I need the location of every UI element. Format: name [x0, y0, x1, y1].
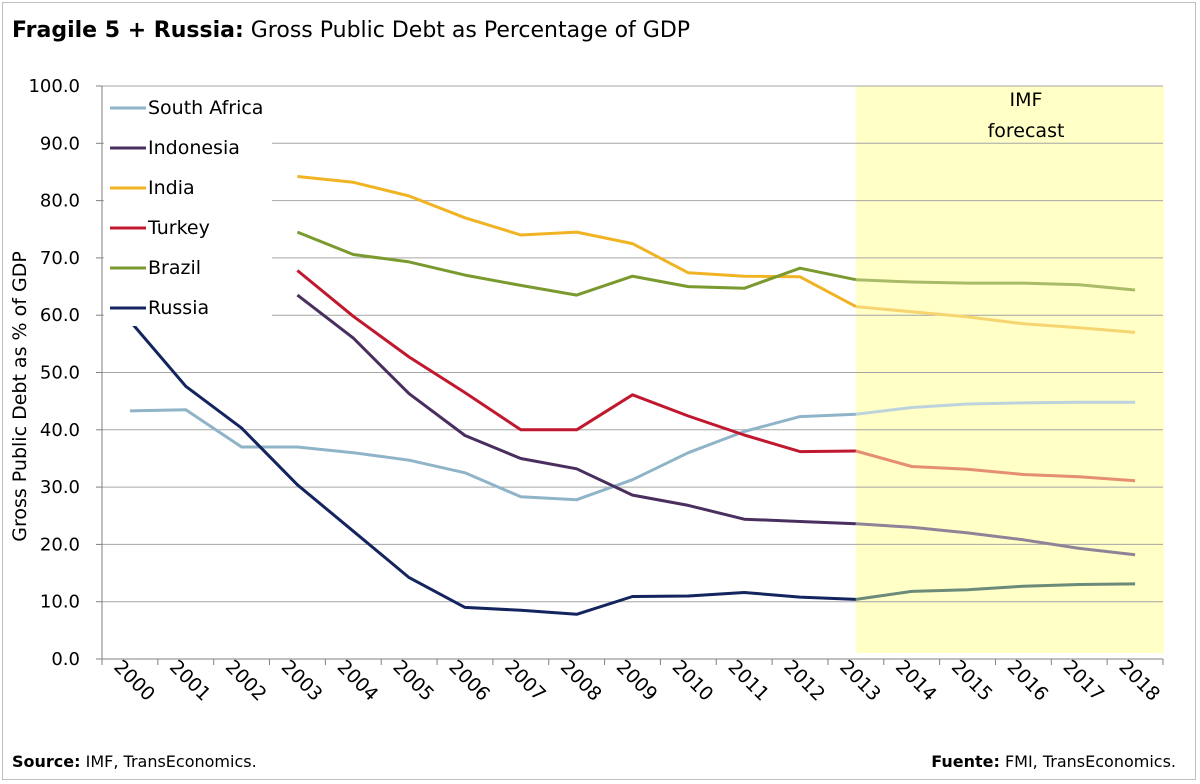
series-forecast-line-turkey [855, 449, 1136, 483]
chart-title-bold: Fragile 5 + Russia: [12, 18, 244, 43]
y-tick-label: 60.0 [40, 305, 80, 326]
series-line-brazil [296, 230, 857, 297]
x-tick-label: 2007 [500, 656, 550, 706]
y-tick-label: 10.0 [40, 592, 80, 613]
legend-label-south-africa: South Africa [148, 97, 263, 119]
legend-label-brazil: Brazil [148, 257, 201, 279]
x-tick-label: 2000 [109, 656, 159, 706]
x-tick-label: 2015 [947, 656, 997, 706]
y-tick-label: 20.0 [40, 534, 80, 555]
x-tick-label: 2006 [444, 656, 494, 706]
x-tick-label: 2014 [891, 656, 941, 706]
x-tick-label: 2003 [277, 656, 327, 706]
y-tick-label: 0.0 [51, 649, 80, 670]
chart-title-rest: Gross Public Debt as Percentage of GDP [243, 18, 691, 43]
series-forecast-line-south-africa [855, 400, 1136, 416]
y-tick-label: 50.0 [40, 363, 80, 384]
series-line-indonesia [296, 293, 856, 526]
y-tick-label: 90.0 [40, 133, 80, 154]
y-axis-label: Gross Public Debt as % of GDP [9, 251, 31, 542]
fuente-text: FMI, TransEconomics. [999, 752, 1176, 771]
y-tick-label: 40.0 [40, 420, 80, 441]
x-tick-label: 2004 [333, 656, 383, 706]
x-tick-label: 2008 [556, 656, 606, 706]
x-tick-label: 2011 [724, 656, 774, 706]
y-tick-label: 30.0 [40, 477, 80, 498]
fuente-label: Fuente: [931, 752, 1000, 771]
series-line-india [297, 175, 857, 308]
legend-box [104, 88, 272, 326]
source-note: Source: IMF, TransEconomics. [12, 752, 257, 771]
forecast-region [855, 86, 1164, 653]
series-forecast-line-brazil [855, 278, 1136, 292]
x-tick-label: 2002 [221, 656, 271, 706]
forecast-label-line2: forecast [988, 120, 1065, 142]
series-line-south-africa [129, 408, 856, 502]
x-tick-label: 2009 [612, 656, 662, 706]
x-tick-label: 2018 [1114, 656, 1164, 706]
chart-title: Fragile 5 + Russia: Gross Public Debt as… [12, 18, 690, 43]
forecast-label-line1: IMF [1010, 89, 1043, 111]
series-forecast-line-indonesia [855, 522, 1136, 557]
x-tick-label: 2013 [835, 656, 885, 706]
fuente-note: Fuente: FMI, TransEconomics. [931, 752, 1176, 771]
x-tick-label: 2016 [1003, 656, 1053, 706]
series-forecast-line-russia [855, 582, 1136, 601]
legend-label-india: India [148, 177, 195, 199]
y-tick-label: 80.0 [40, 191, 80, 212]
y-tick-label: 100.0 [28, 76, 80, 97]
series-forecast-line-india [855, 305, 1136, 334]
x-tick-label: 2005 [388, 656, 438, 706]
x-tick-label: 2012 [779, 656, 829, 706]
series-line-russia [128, 319, 856, 616]
series-line-turkey [296, 269, 856, 454]
y-tick-label: 70.0 [40, 248, 80, 269]
source-text: IMF, TransEconomics. [80, 752, 257, 771]
x-tick-label: 2001 [165, 656, 215, 706]
x-tick-label: 2017 [1059, 656, 1109, 706]
x-tick-label: 2010 [668, 656, 718, 706]
legend-label-russia: Russia [148, 297, 209, 319]
legend-label-indonesia: Indonesia [148, 137, 240, 159]
source-label: Source: [12, 752, 81, 771]
legend-label-turkey: Turkey [147, 217, 210, 239]
